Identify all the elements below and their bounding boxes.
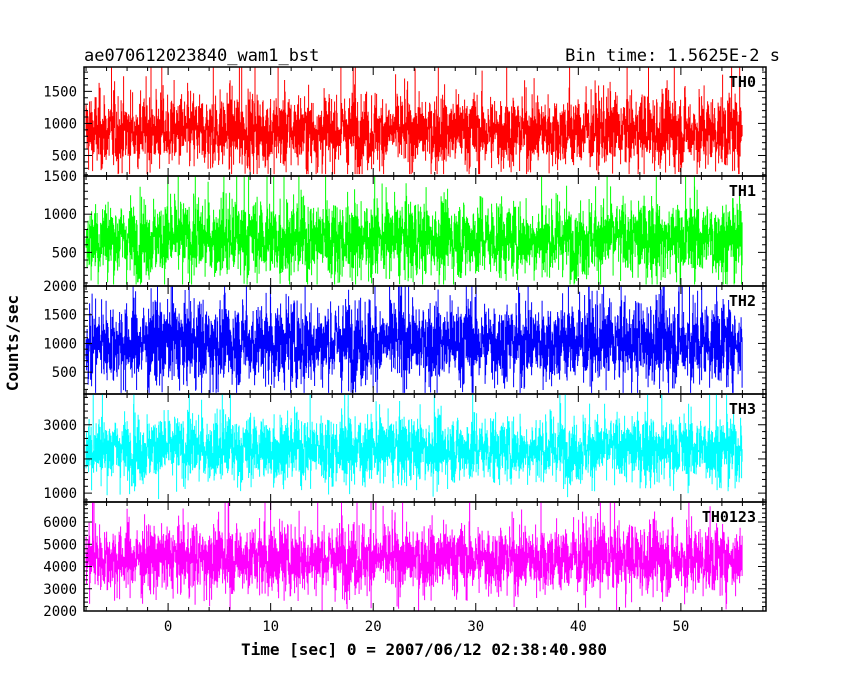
- y-tick-label: 3000: [43, 582, 77, 598]
- y-tick-label: 1000: [43, 486, 77, 502]
- y-tick-label: 6000: [43, 515, 77, 531]
- series-th2: [85, 286, 743, 393]
- panel-label: TH1: [729, 182, 756, 200]
- panel-th1: 500 1000 1500 TH1: [43, 169, 767, 287]
- series-th1: [85, 176, 743, 285]
- x-tick-label: 40: [570, 619, 587, 635]
- y-tick-label: 3000: [43, 418, 77, 434]
- series-th3: [85, 394, 743, 500]
- chart-title: ae070612023840_wam1_bst: [84, 46, 319, 66]
- bin-time-label: Bin time: 1.5625E-2 s: [565, 46, 780, 66]
- panel-label: TH2: [729, 292, 756, 310]
- y-tick-label: 500: [52, 245, 77, 261]
- panel-frame: [83, 501, 767, 612]
- y-tick-label: 500: [52, 365, 77, 381]
- series-th0: [85, 67, 743, 175]
- y-tick-label: 1500: [43, 169, 77, 185]
- y-tick-label: 1500: [43, 308, 77, 324]
- y-tick-label: 1000: [43, 116, 77, 132]
- series-th0123: [85, 502, 743, 611]
- y-tick-label: 1000: [43, 336, 77, 352]
- panel-th2: 500 1000 1500 2000 TH2: [43, 279, 767, 395]
- panel-th0: 500 1000 1500 TH0: [43, 66, 767, 177]
- x-tick-label: 30: [467, 619, 484, 635]
- y-tick-label: 2000: [43, 604, 77, 620]
- x-axis-label: Time [sec] 0 = 2007/06/12 02:38:40.980: [241, 640, 607, 659]
- panel-label: TH0: [729, 73, 756, 91]
- y-axis-label: Counts/sec: [3, 295, 22, 391]
- panels: 50010001500TH050010001500TH1500100015002…: [43, 66, 767, 635]
- x-tick-label: 10: [262, 619, 279, 635]
- panel-label: TH0123: [702, 508, 756, 526]
- y-tick-label: 500: [52, 148, 77, 164]
- y-tick-label: 1000: [43, 207, 77, 223]
- y-tick-label: 2000: [43, 452, 77, 468]
- x-tick-label: 0: [164, 619, 172, 635]
- y-tick-label: 2000: [43, 279, 77, 295]
- y-tick-label: 5000: [43, 537, 77, 553]
- x-tick-label: 20: [365, 619, 382, 635]
- panel-label: TH3: [729, 400, 756, 418]
- panel-th3: 1000 2000 3000 TH3: [43, 393, 767, 503]
- y-tick-label: 1500: [43, 84, 77, 100]
- x-tick-label: 50: [672, 619, 689, 635]
- y-tick-label: 4000: [43, 560, 77, 576]
- panel-th0123: 2000 3000 4000 5000 6000 TH0123: [43, 501, 767, 620]
